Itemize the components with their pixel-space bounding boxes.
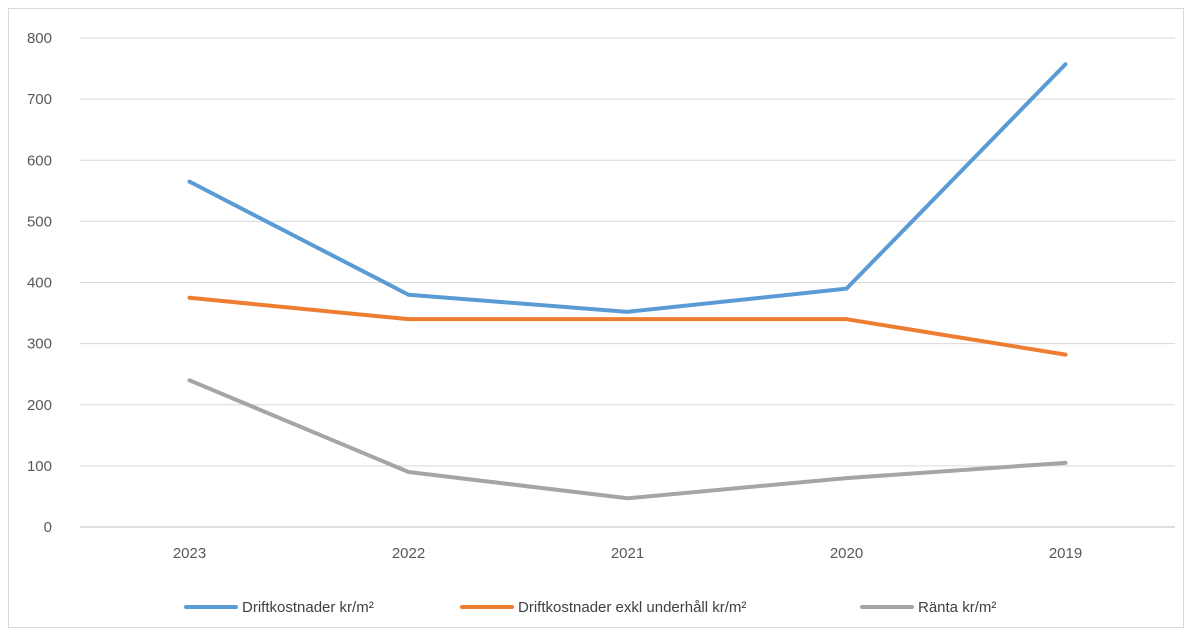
x-tick-label: 2020 [830,545,863,562]
x-tick-label: 2022 [392,545,425,562]
series-line [187,295,1068,357]
gridlines [80,37,1175,528]
legend-entry: Driftkostnader exkl underhåll kr/m² [460,599,746,616]
x-tick-label: 2023 [173,545,206,562]
y-tick-label: 0 [44,519,52,536]
y-tick-label: 500 [27,213,52,230]
y-tick-label: 400 [27,275,52,292]
legend-label: Driftkostnader kr/m² [242,599,374,616]
x-axis-tick-labels: 2023 2022 2021 2020 2019 [173,545,1082,562]
legend-entry: Driftkostnader kr/m² [184,599,374,616]
legend-entry: Ränta kr/m² [860,599,996,616]
y-tick-label: 800 [27,30,52,47]
y-tick-label: 300 [27,336,52,353]
y-tick-label: 100 [27,458,52,475]
series-lines [187,62,1068,501]
series-3 [187,378,1068,501]
legend-label: Driftkostnader exkl underhåll kr/m² [518,599,746,616]
y-axis-tick-labels: 0 100 200 300 400 500 600 700 800 [27,30,52,536]
y-tick-label: 200 [27,397,52,414]
legend: Driftkostnader kr/m² Driftkostnader exkl … [184,599,996,616]
y-tick-label: 700 [27,91,52,108]
series-1 [187,62,1068,314]
y-tick-label: 600 [27,152,52,169]
x-tick-label: 2021 [611,545,644,562]
series-line [187,378,1068,501]
series-line [187,62,1068,314]
x-tick-label: 2019 [1049,545,1082,562]
series-2 [187,295,1068,357]
legend-label: Ränta kr/m² [918,599,996,616]
